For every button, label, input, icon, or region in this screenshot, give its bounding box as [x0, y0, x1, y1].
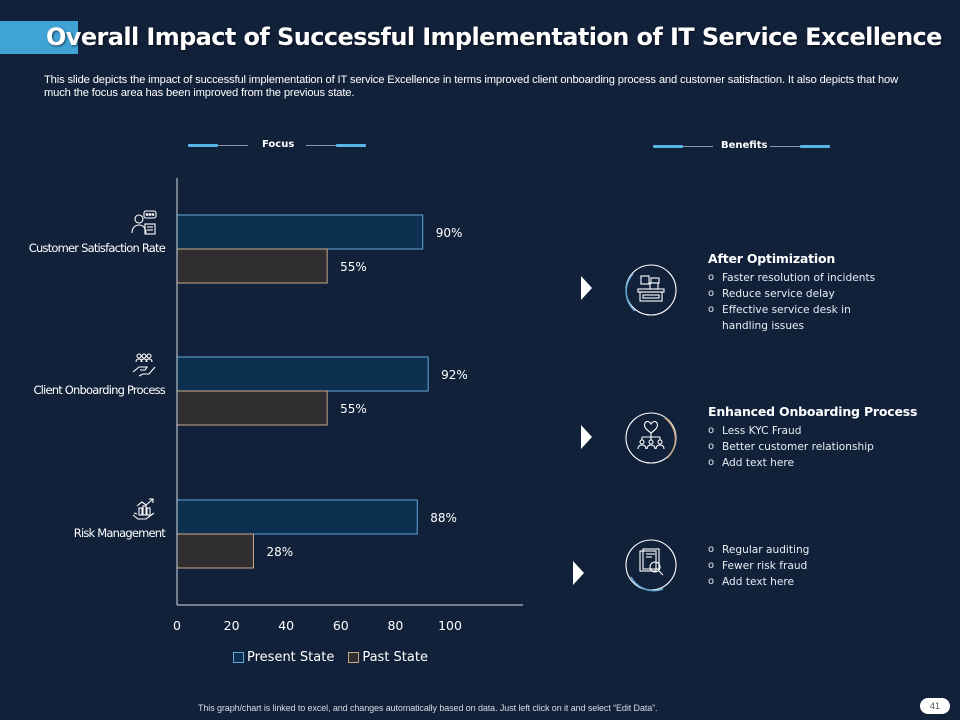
heading-line [683, 146, 713, 147]
x-tick-label: 20 [224, 618, 240, 633]
audit-magnifier-icon [623, 537, 679, 593]
category-label-client-onboarding: Client Onboarding Process [33, 383, 165, 397]
benefit-item: Faster resolution of incidents [708, 270, 882, 286]
benefit-item: Better customer relationship [708, 439, 917, 455]
data-label: 88% [430, 511, 457, 525]
legend-item-past-state[interactable]: Past State [348, 650, 428, 665]
bar-present-1[interactable] [176, 356, 429, 392]
heading-line [770, 146, 800, 147]
chart-legend: Present State Past State [233, 650, 428, 665]
benefit-item: Less KYC Fraud [708, 423, 917, 439]
heading-accent-bar [188, 144, 218, 147]
customer-support-icon [130, 209, 158, 242]
category-label-customer-satisfaction: Customer Satisfaction Rate [28, 241, 166, 255]
x-tick-label: 0 [173, 618, 181, 633]
heading-accent-bar [336, 144, 366, 147]
page-title: Overall Impact of Successful Implementat… [46, 23, 942, 51]
benefit-item: Effective service desk in handling issue… [708, 302, 882, 334]
x-tick-label: 100 [438, 618, 462, 633]
heading-accent-bar [653, 145, 683, 148]
benefit-after-optimization: After Optimization Faster resolution of … [708, 251, 882, 334]
data-label: 55% [340, 260, 367, 274]
benefit-item: Add text here [708, 455, 917, 471]
x-tick-label: 80 [387, 618, 403, 633]
legend-swatch-present [233, 652, 244, 663]
category-label-risk-management: Risk Management [73, 526, 166, 540]
benefit-item: Regular auditing [708, 542, 809, 558]
bar-present-0[interactable] [176, 214, 424, 250]
data-label: 28% [266, 545, 293, 559]
service-desk-icon [623, 262, 679, 318]
bar-past-2[interactable] [176, 533, 254, 569]
legend-label-past: Past State [362, 650, 428, 665]
page-number: 41 [920, 698, 950, 714]
arrow-right-icon [581, 276, 592, 300]
benefit-enhanced-onboarding: Enhanced Onboarding Process Less KYC Fra… [708, 404, 917, 471]
footer-note: This graph/chart is linked to excel, and… [198, 703, 658, 713]
bar-past-0[interactable] [176, 248, 328, 284]
data-label: 55% [340, 402, 367, 416]
benefit-item: Reduce service delay [708, 286, 882, 302]
focus-label: Focus [262, 139, 295, 150]
x-tick-label: 40 [278, 618, 294, 633]
legend-label-present: Present State [247, 650, 335, 665]
heading-line [218, 145, 248, 146]
heading-line [306, 145, 336, 146]
bar-present-2[interactable] [176, 499, 418, 535]
page-subtitle: This slide depicts the impact of success… [44, 74, 899, 99]
heading-accent-bar [800, 145, 830, 148]
benefit-item: Add text here [708, 574, 809, 590]
benefits-label: Benefits [721, 140, 768, 151]
benefit-title: Enhanced Onboarding Process [708, 404, 918, 419]
benefit-risk: Regular auditing Fewer risk fraud Add te… [708, 542, 809, 590]
legend-item-present-state[interactable]: Present State [233, 650, 334, 665]
arrow-right-icon [573, 561, 584, 585]
hand-with-people-icon [130, 352, 158, 385]
hand-with-growth-chart-icon [130, 497, 158, 530]
benefit-title: After Optimization [708, 251, 836, 266]
arrow-right-icon [581, 425, 592, 449]
legend-swatch-past [348, 652, 360, 663]
x-tick-label: 60 [333, 618, 349, 633]
title-accent-block [0, 21, 78, 54]
bar-past-1[interactable] [176, 390, 328, 426]
data-label: 92% [441, 368, 468, 382]
heart-network-people-icon [623, 410, 679, 466]
benefit-item: Fewer risk fraud [708, 558, 809, 574]
data-label: 90% [436, 226, 463, 240]
